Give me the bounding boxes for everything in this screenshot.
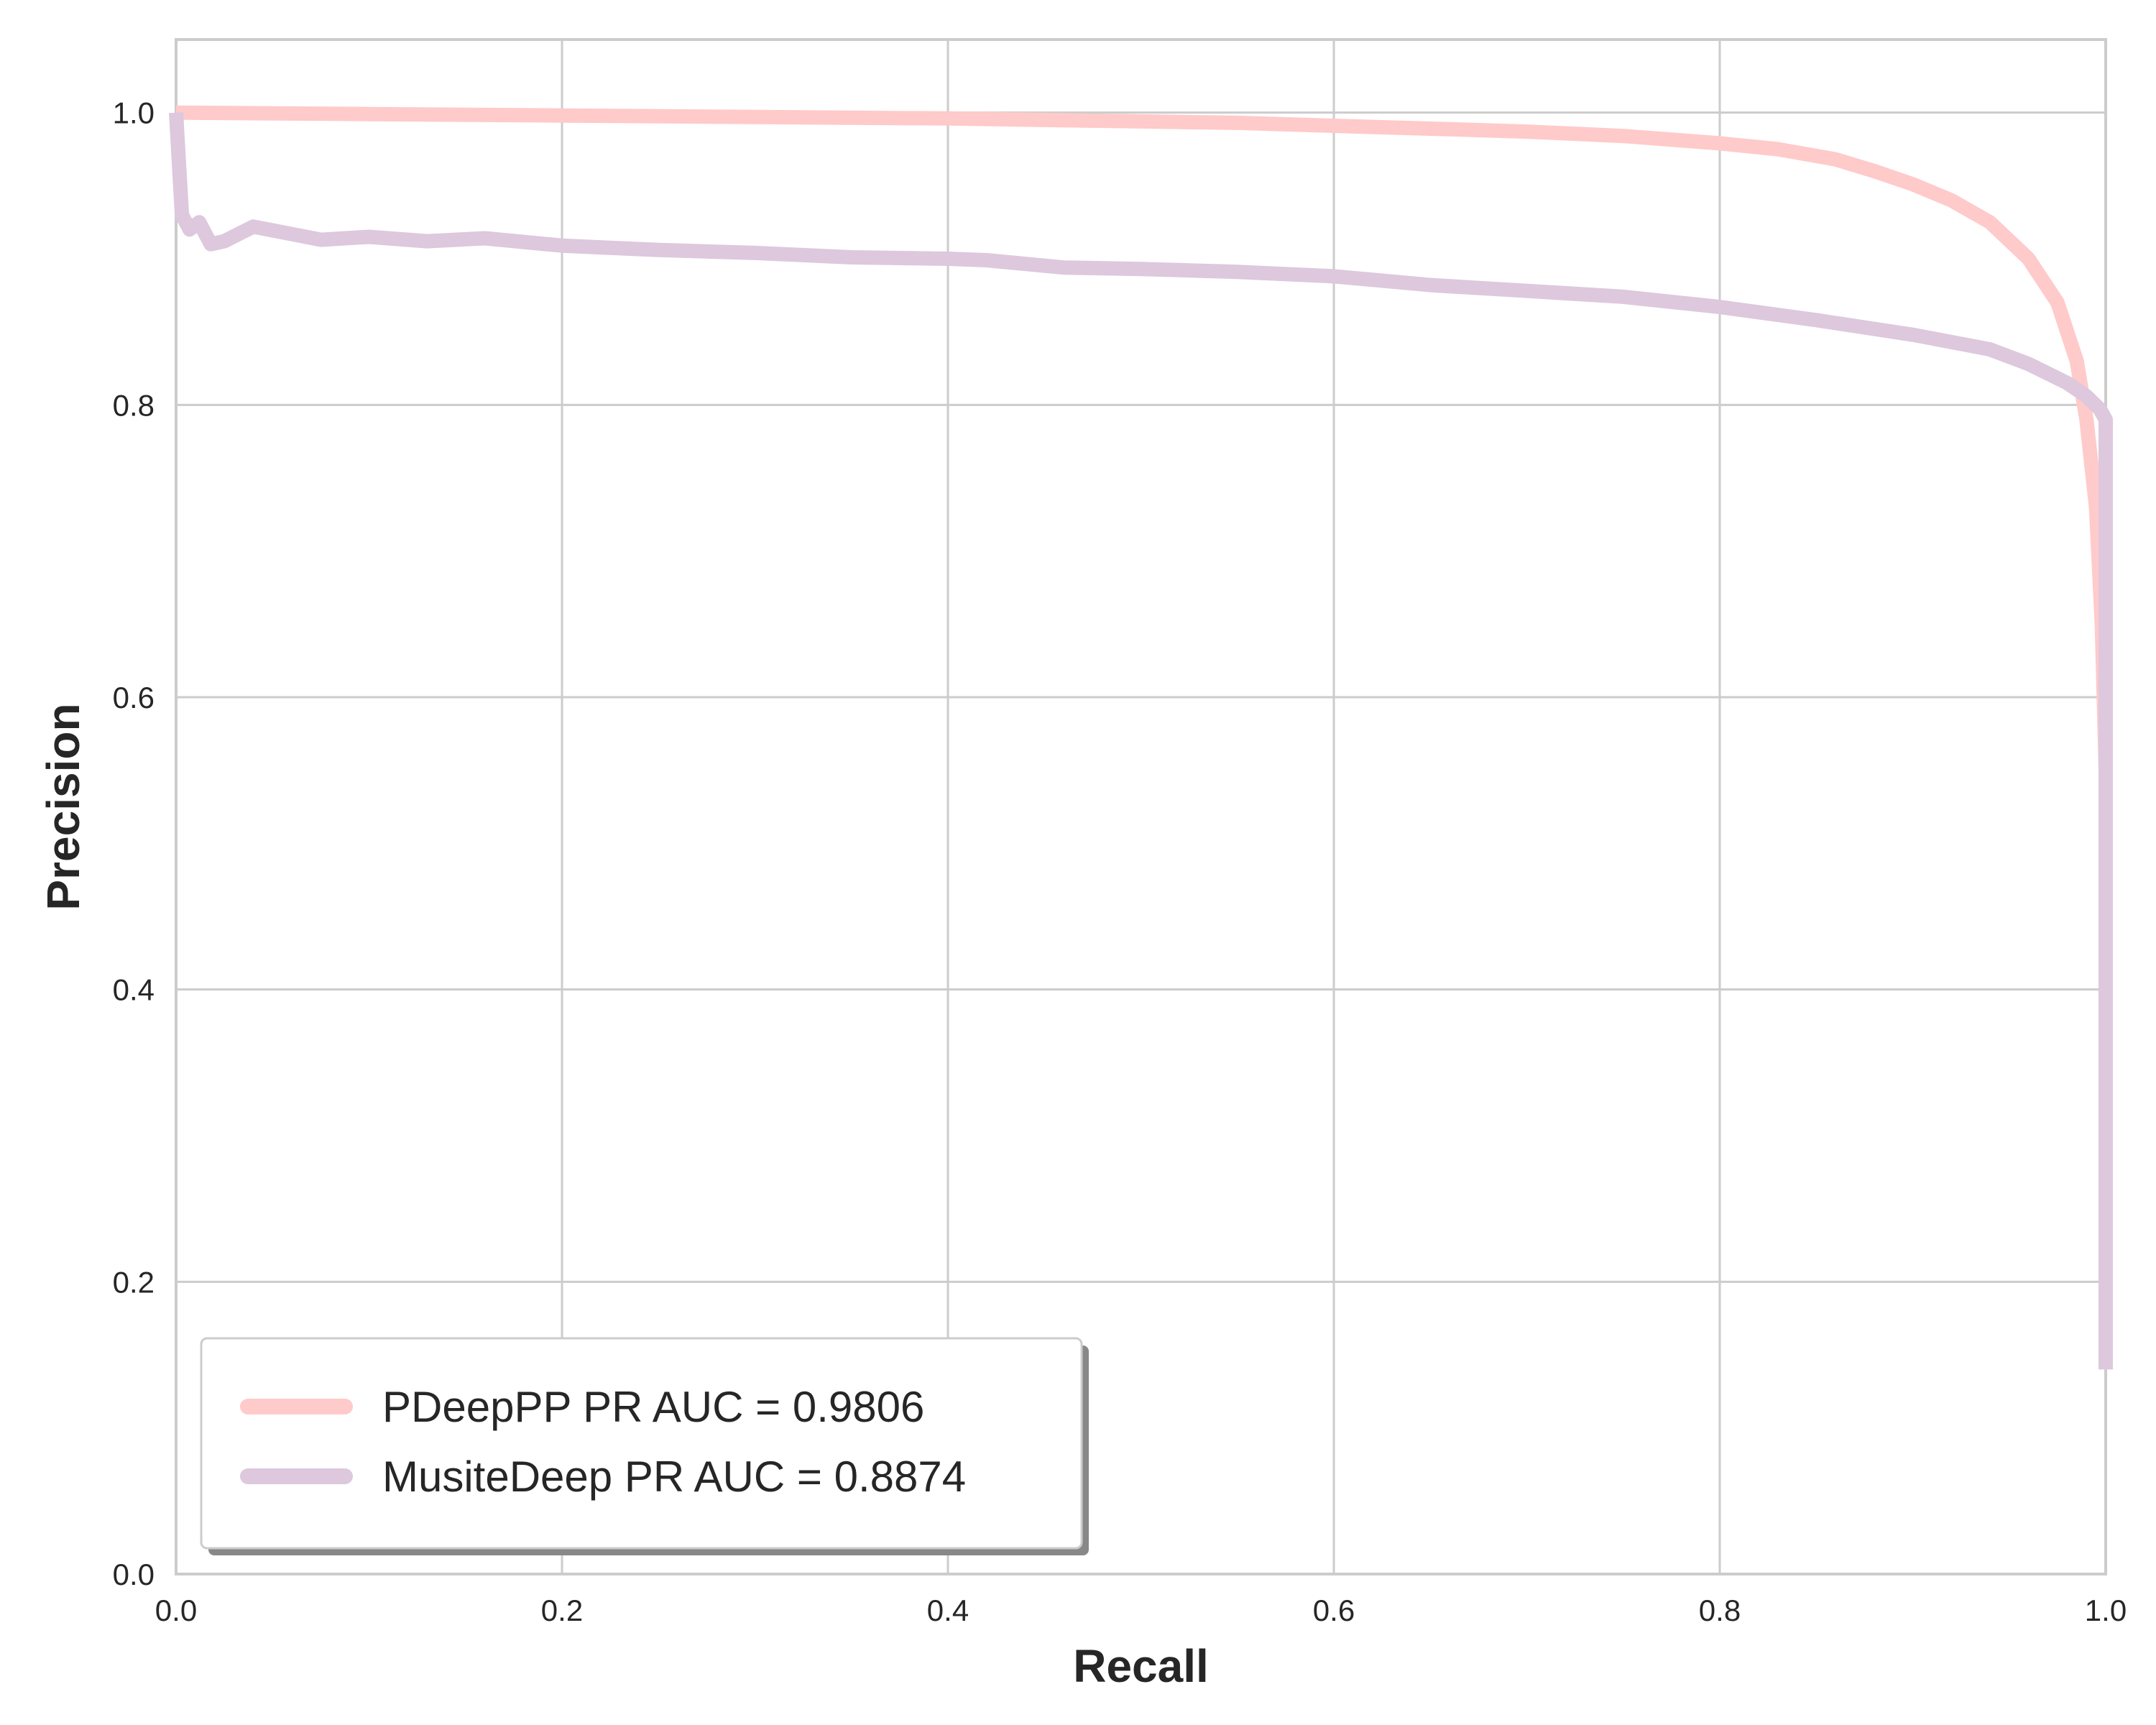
legend-label-musitedeep: MusiteDeep PR AUC = 0.8874 bbox=[382, 1453, 966, 1501]
x-tick-labels: 0.0 0.2 0.4 0.6 0.8 1.0 bbox=[155, 1593, 2127, 1627]
y-tick-label: 0.4 bbox=[113, 973, 155, 1007]
y-tick-labels: 0.0 0.2 0.4 0.6 0.8 1.0 bbox=[113, 96, 155, 1591]
x-tick-label: 0.0 bbox=[155, 1593, 197, 1627]
y-tick-label: 0.8 bbox=[113, 388, 155, 422]
x-tick-label: 0.2 bbox=[541, 1593, 583, 1627]
y-tick-label: 0.0 bbox=[113, 1558, 155, 1591]
x-tick-label: 0.4 bbox=[927, 1593, 969, 1627]
legend-box bbox=[200, 1337, 1083, 1550]
x-axis-label: Recall bbox=[1073, 1640, 1209, 1692]
series-line-musitedeep bbox=[169, 112, 2113, 1370]
y-tick-label: 1.0 bbox=[113, 96, 155, 130]
x-tick-label: 0.6 bbox=[1313, 1593, 1355, 1627]
y-axis-label: Precision bbox=[37, 703, 89, 910]
y-tick-label: 0.6 bbox=[113, 681, 155, 714]
grid-lines bbox=[175, 40, 2107, 1576]
series-layer bbox=[169, 105, 2113, 1370]
legend: PDeepPP PR AUC = 0.9806 MusiteDeep PR AU… bbox=[200, 1337, 1089, 1555]
y-tick-label: 0.2 bbox=[113, 1265, 155, 1299]
x-tick-label: 0.8 bbox=[1699, 1593, 1741, 1627]
legend-label-pdeeppp: PDeepPP PR AUC = 0.9806 bbox=[382, 1383, 924, 1431]
series-line-pdeeppp bbox=[175, 105, 2113, 1370]
x-tick-label: 1.0 bbox=[2085, 1593, 2127, 1627]
